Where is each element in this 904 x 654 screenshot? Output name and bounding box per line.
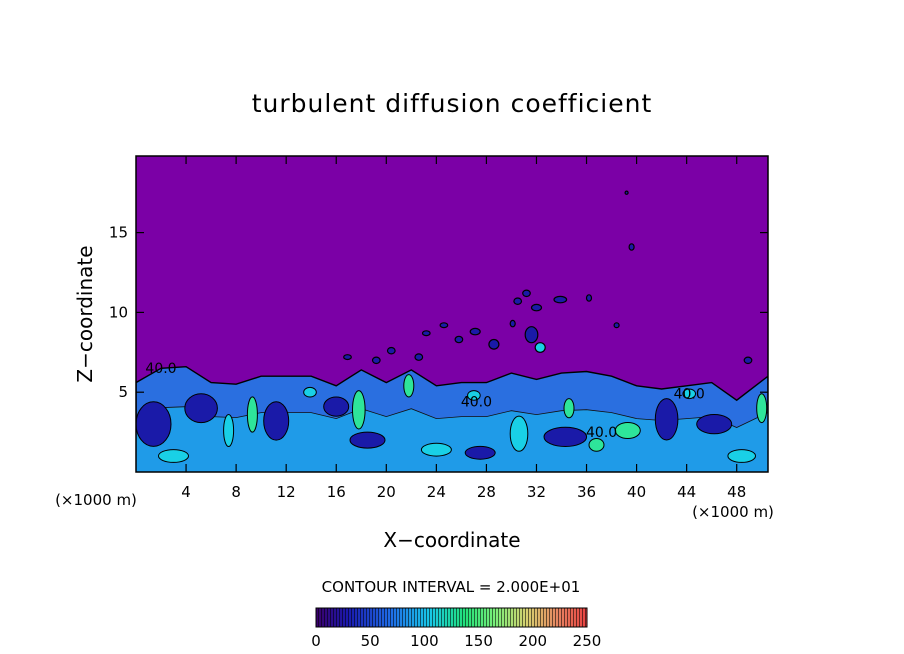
field-blob-low (613, 322, 620, 329)
contour-interval-text: CONTOUR INTERVAL = 2.000E+01 (322, 578, 581, 596)
field-blob-low (371, 356, 381, 365)
field-blob-low (509, 319, 516, 328)
y-tick-label: 15 (109, 224, 128, 242)
field-core-low (263, 401, 290, 441)
colorbar-frame (315, 607, 588, 628)
field-patch-mid (682, 388, 697, 400)
colorbar-contour-lines (316, 608, 587, 627)
contour-label: 40.0 (461, 395, 492, 411)
colorbar-tick-label: 250 (573, 632, 602, 650)
contour-label: 40.0 (145, 361, 176, 377)
field-patch-mid (420, 442, 452, 457)
field-blob-low (386, 346, 396, 355)
colorbar: 0 50 100 150 200 250 (311, 607, 601, 650)
field-core-low (323, 396, 350, 417)
field-blob-low (343, 354, 352, 361)
field-blob-low (553, 295, 568, 304)
field-patch-high (756, 393, 768, 424)
x-tick-label: 36 (577, 483, 596, 501)
x-tick-label: 16 (327, 483, 346, 501)
contour-label: 40.0 (586, 425, 617, 441)
field-blob-low (488, 338, 500, 350)
colorbar-tick-label: 200 (518, 632, 547, 650)
plot-frame (135, 155, 769, 473)
field-patch-mid (223, 414, 235, 447)
field-core-low (654, 398, 679, 441)
x-tick-label: 28 (477, 483, 496, 501)
field-patch-mid (303, 386, 317, 398)
x-unit-right: (×1000 m) (692, 503, 774, 521)
field-patch-high (588, 438, 605, 452)
field-blob-low (522, 289, 531, 298)
field-blob-low (585, 294, 593, 302)
colorbar-tick-label: 0 (311, 632, 321, 650)
x-unit-left: (×1000 m) (55, 491, 137, 509)
field-blob-low (513, 297, 523, 306)
y-tick-label: 10 (109, 303, 128, 321)
field-blob-low (530, 303, 543, 312)
field-blob-low (524, 326, 539, 344)
field-blob-low (439, 322, 449, 329)
x-tick-label: 32 (527, 483, 546, 501)
x-tick-label: 12 (277, 483, 296, 501)
field-patch-high (352, 390, 366, 430)
x-tick-label: 4 (181, 483, 191, 501)
x-tick-label: 44 (677, 483, 696, 501)
x-axis-label: X−coordinate (383, 528, 520, 552)
field-patch-high (403, 374, 415, 398)
x-tick-label: 8 (231, 483, 241, 501)
y-tick-label: 5 (118, 383, 128, 401)
field-core-low (464, 445, 496, 460)
plot-area: 40.0 40.0 40.0 40.0 (135, 155, 769, 473)
field-patch-high (614, 422, 641, 439)
x-tick-label: 20 (377, 483, 396, 501)
field-blob-low (628, 243, 635, 251)
field-core-low (543, 426, 588, 447)
contour-label: 40.0 (674, 387, 705, 403)
x-tick-label: 24 (427, 483, 446, 501)
field-patch-high (246, 396, 258, 433)
field-patch-mid (467, 390, 481, 401)
field-core-low (136, 401, 172, 447)
field-blob-mid (534, 342, 546, 353)
colorbar-tick-label: 150 (464, 632, 493, 650)
field-patch-high (563, 398, 575, 419)
x-tick-label: 40 (627, 483, 646, 501)
field-blob-low (469, 327, 481, 336)
field-patch-mid (509, 415, 529, 452)
field-blob-low (743, 356, 753, 365)
colorbar-tick-label: 50 (361, 632, 380, 650)
field-core-low (349, 431, 386, 449)
field-blob-low (414, 353, 424, 361)
field-blob-low (624, 190, 629, 195)
x-tick-label: 48 (727, 483, 746, 501)
field-blob-low (454, 335, 464, 344)
field-blob-low (421, 330, 431, 337)
field-patch-mid (158, 449, 189, 463)
chart-title: turbulent diffusion coefficient (252, 89, 653, 118)
field-patch-mid (727, 449, 757, 463)
colorbar-ticks: 0 50 100 150 200 250 (311, 632, 601, 650)
colorbar-tick-label: 100 (410, 632, 439, 650)
field-core-low (696, 414, 733, 435)
y-axis-label: Z−coordinate (73, 245, 97, 382)
field-core-low (184, 393, 218, 424)
